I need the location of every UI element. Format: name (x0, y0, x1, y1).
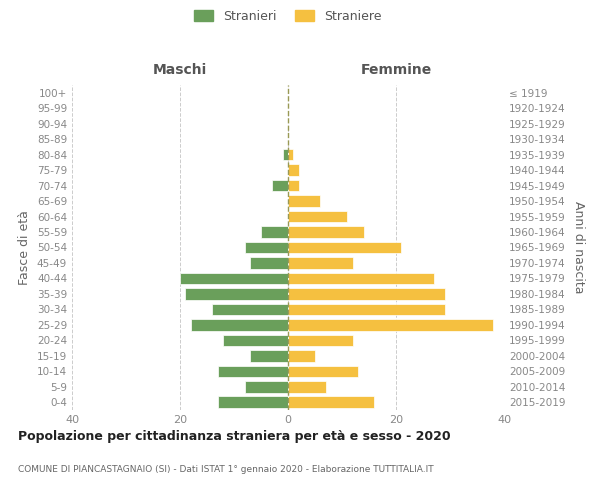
Bar (245, 242, 288, 254)
Bar (288, 350, 315, 362)
Bar (261, 226, 288, 238)
Bar (283, 149, 288, 160)
Y-axis label: Anni di nascita: Anni di nascita (572, 201, 585, 294)
Bar (180, 272, 288, 284)
Bar (288, 366, 358, 377)
Bar (288, 334, 353, 346)
Bar (288, 396, 374, 408)
Bar (218, 366, 288, 377)
Bar (288, 226, 364, 238)
Bar (272, 180, 288, 192)
Bar (185, 288, 288, 300)
Legend: Stranieri, Straniere: Stranieri, Straniere (190, 5, 386, 28)
Bar (212, 304, 288, 315)
Bar (288, 210, 347, 222)
Bar (288, 272, 434, 284)
Text: COMUNE DI PIANCASTAGNAIO (SI) - Dati ISTAT 1° gennaio 2020 - Elaborazione TUTTIT: COMUNE DI PIANCASTAGNAIO (SI) - Dati IST… (18, 465, 434, 474)
Bar (288, 242, 401, 254)
Y-axis label: Fasce di età: Fasce di età (19, 210, 31, 285)
Bar (250, 350, 288, 362)
Bar (288, 180, 299, 192)
Bar (288, 288, 445, 300)
Bar (288, 164, 299, 176)
Bar (288, 319, 493, 330)
Text: Femmine: Femmine (361, 64, 431, 78)
Bar (288, 149, 293, 160)
Bar (288, 257, 353, 269)
Bar (191, 319, 288, 330)
Bar (288, 304, 445, 315)
Text: Maschi: Maschi (153, 64, 207, 78)
Bar (288, 196, 320, 207)
Bar (245, 381, 288, 392)
Text: Popolazione per cittadinanza straniera per età e sesso - 2020: Popolazione per cittadinanza straniera p… (18, 430, 451, 443)
Bar (288, 381, 326, 392)
Bar (250, 257, 288, 269)
Bar (218, 396, 288, 408)
Bar (223, 334, 288, 346)
